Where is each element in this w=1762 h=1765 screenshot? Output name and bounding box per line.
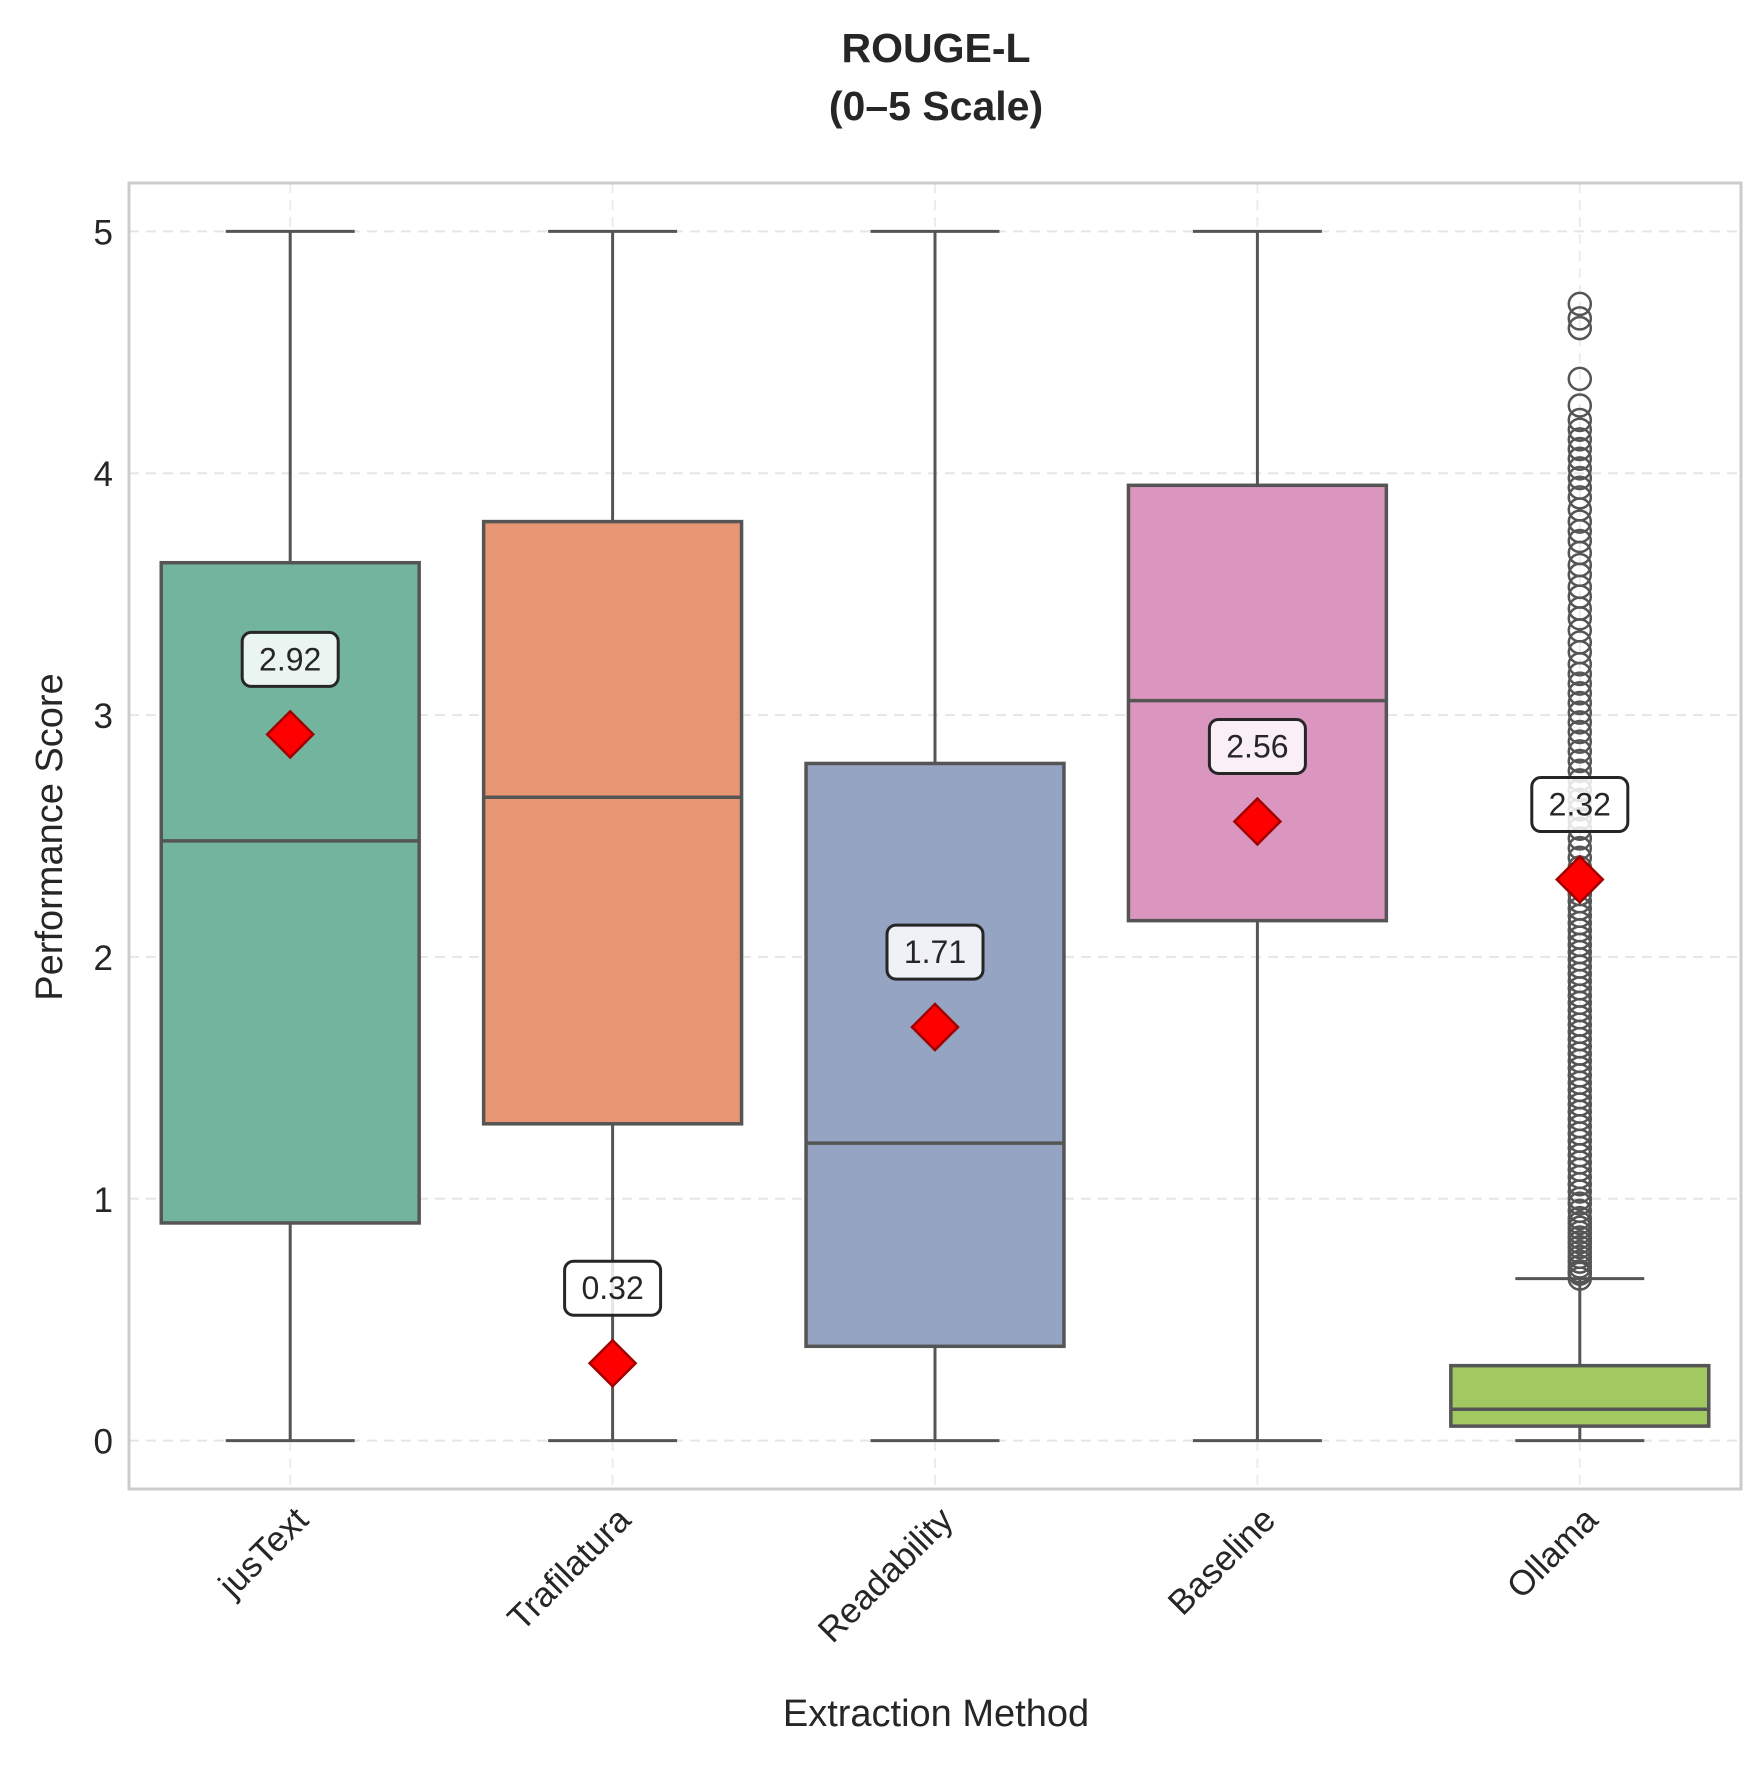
outlier-point — [1567, 1198, 1593, 1224]
outlier-point — [1567, 291, 1593, 317]
outlier-point — [1567, 748, 1593, 774]
box-trafilatura — [481, 519, 744, 1126]
mean-marker — [1555, 854, 1605, 905]
outlier-point — [1567, 1205, 1593, 1231]
box-ollama — [1449, 1363, 1711, 1428]
mean-label-box — [240, 630, 340, 688]
outlier-point — [1567, 315, 1593, 341]
outlier-point — [1567, 630, 1593, 655]
outlier-point — [1567, 475, 1593, 500]
x-axis-label: Extraction Method — [783, 1693, 1089, 1735]
chart-subtitle: (0–5 Scale) — [829, 83, 1043, 129]
outlier-point — [1567, 465, 1593, 491]
outlier-point — [1567, 456, 1593, 481]
mean-label: 0.32 — [581, 1270, 643, 1306]
outlier-point — [1567, 306, 1593, 331]
outlier-point — [1567, 407, 1593, 433]
outlier-point — [1567, 485, 1593, 510]
outlier-point — [1567, 671, 1593, 696]
plot-frame — [127, 181, 1743, 1491]
outlier-point — [1567, 393, 1593, 418]
mean-marker — [587, 1338, 638, 1389]
mean-marker — [1232, 796, 1283, 847]
outlier-point — [1567, 528, 1593, 554]
y-tick-label: 4 — [94, 455, 113, 494]
outlier-point — [1567, 739, 1593, 764]
mean-marker — [265, 709, 315, 760]
outlier-point — [1567, 417, 1593, 442]
outlier-point — [1567, 366, 1593, 392]
mean-label-box — [1207, 717, 1307, 775]
y-tick-label: 0 — [94, 1423, 113, 1462]
outlier-point — [1567, 436, 1593, 462]
outlier-point — [1567, 681, 1593, 706]
y-tick-label: 3 — [94, 697, 113, 736]
outlier-point — [1567, 719, 1593, 745]
mean-label: 1.71 — [904, 934, 966, 970]
mean-label-box — [563, 1259, 663, 1317]
mean-label: 2.92 — [259, 641, 321, 677]
chart-title: ROUGE-L — [841, 25, 1030, 71]
outlier-point — [1567, 427, 1593, 452]
mean-label: 2.56 — [1226, 728, 1288, 764]
box-readability — [804, 761, 1066, 1349]
outlier-point — [1567, 700, 1593, 725]
mean-label: 2.32 — [1549, 787, 1611, 823]
outlier-point — [1567, 509, 1593, 534]
outlier-point — [1567, 710, 1593, 735]
mean-label-box — [1530, 776, 1630, 834]
y-tick-label: 2 — [94, 939, 113, 978]
outlier-point — [1567, 690, 1593, 716]
outlier-point — [1567, 729, 1593, 754]
box-baseline — [1126, 483, 1389, 923]
y-tick-label: 5 — [94, 213, 113, 252]
mean-label-box — [885, 923, 985, 981]
y-axis-label: Performance Score — [29, 673, 71, 1000]
outlier-point — [1567, 552, 1593, 578]
y-tick-label: 1 — [94, 1181, 113, 1220]
mean-marker — [910, 1002, 960, 1052]
outlier-point — [1567, 446, 1593, 471]
